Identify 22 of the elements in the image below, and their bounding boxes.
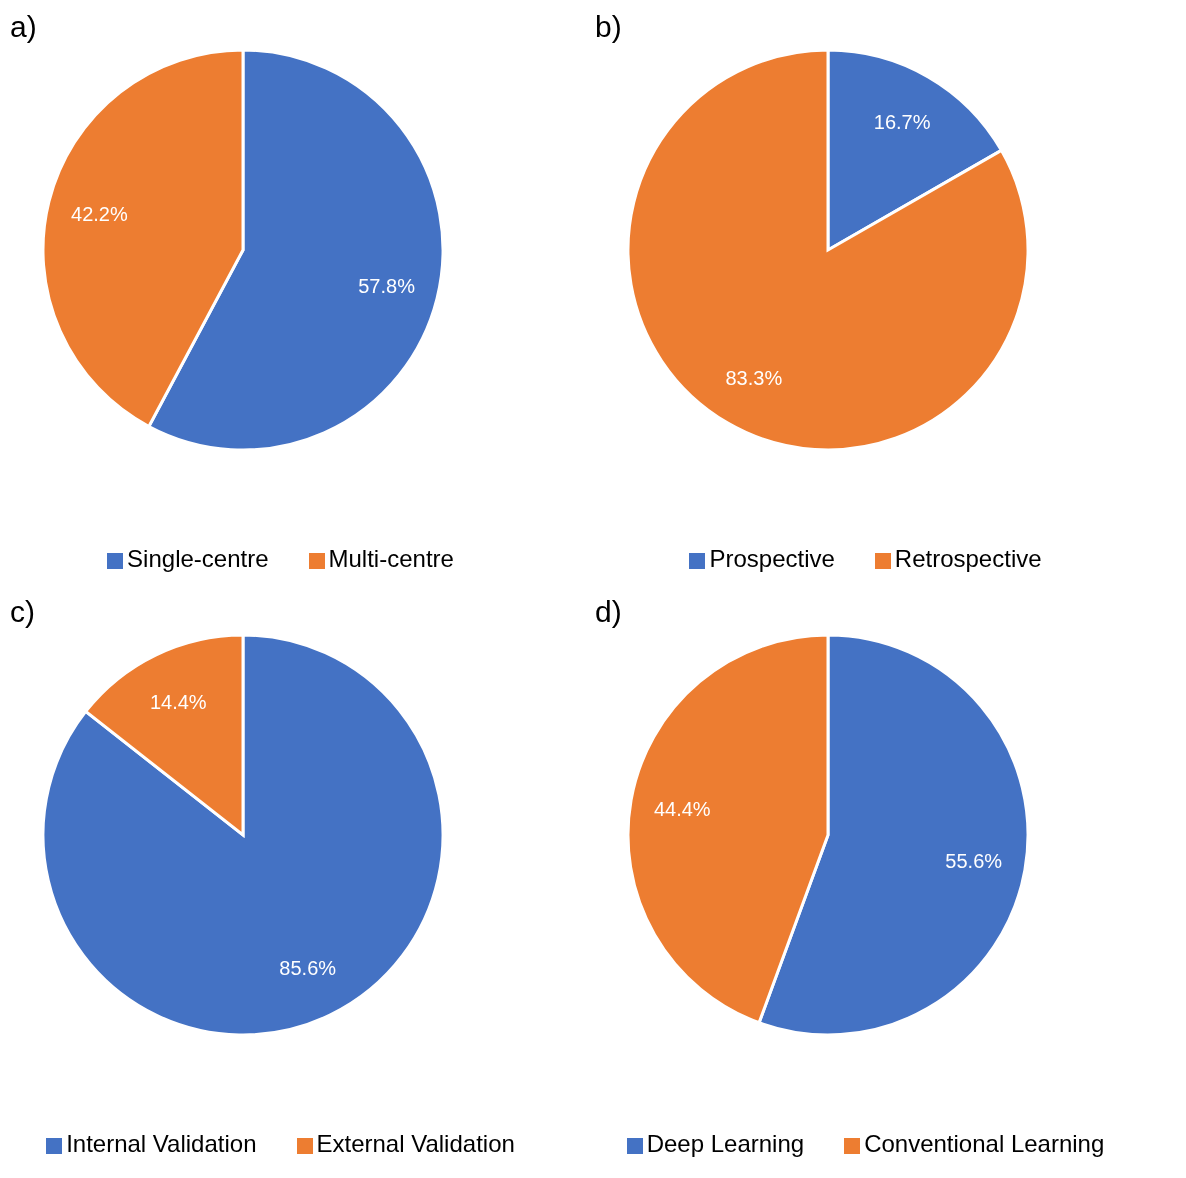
data-label: 44.4%: [653, 798, 711, 821]
chart-title: a): [10, 10, 37, 44]
data-label: 14.4%: [149, 690, 207, 713]
data-label: 16.7%: [873, 110, 931, 133]
chart-title: b): [595, 10, 622, 44]
legend-label: Multi-centre: [328, 545, 454, 572]
legend-label: Deep Learning: [646, 1130, 805, 1157]
data-label: 42.2%: [71, 203, 128, 226]
pie-slice: [41, 633, 445, 1037]
data-label: 55.6%: [945, 849, 1003, 872]
data-label: 85.6%: [279, 957, 337, 980]
legend-label: Retrospective: [894, 545, 1042, 572]
legend-label: Internal Validation: [66, 1130, 257, 1157]
legend-label: Prospective: [709, 545, 835, 572]
legend-label: Conventional Learning: [864, 1130, 1105, 1157]
data-label: 83.3%: [725, 367, 783, 390]
legend-label: Single-centre: [127, 545, 269, 572]
pie-slice: [626, 48, 1030, 452]
legend-label: External Validation: [316, 1130, 515, 1157]
chart-title: c): [10, 595, 35, 629]
chart-title: d): [595, 595, 622, 629]
data-label: 57.8%: [358, 274, 416, 297]
